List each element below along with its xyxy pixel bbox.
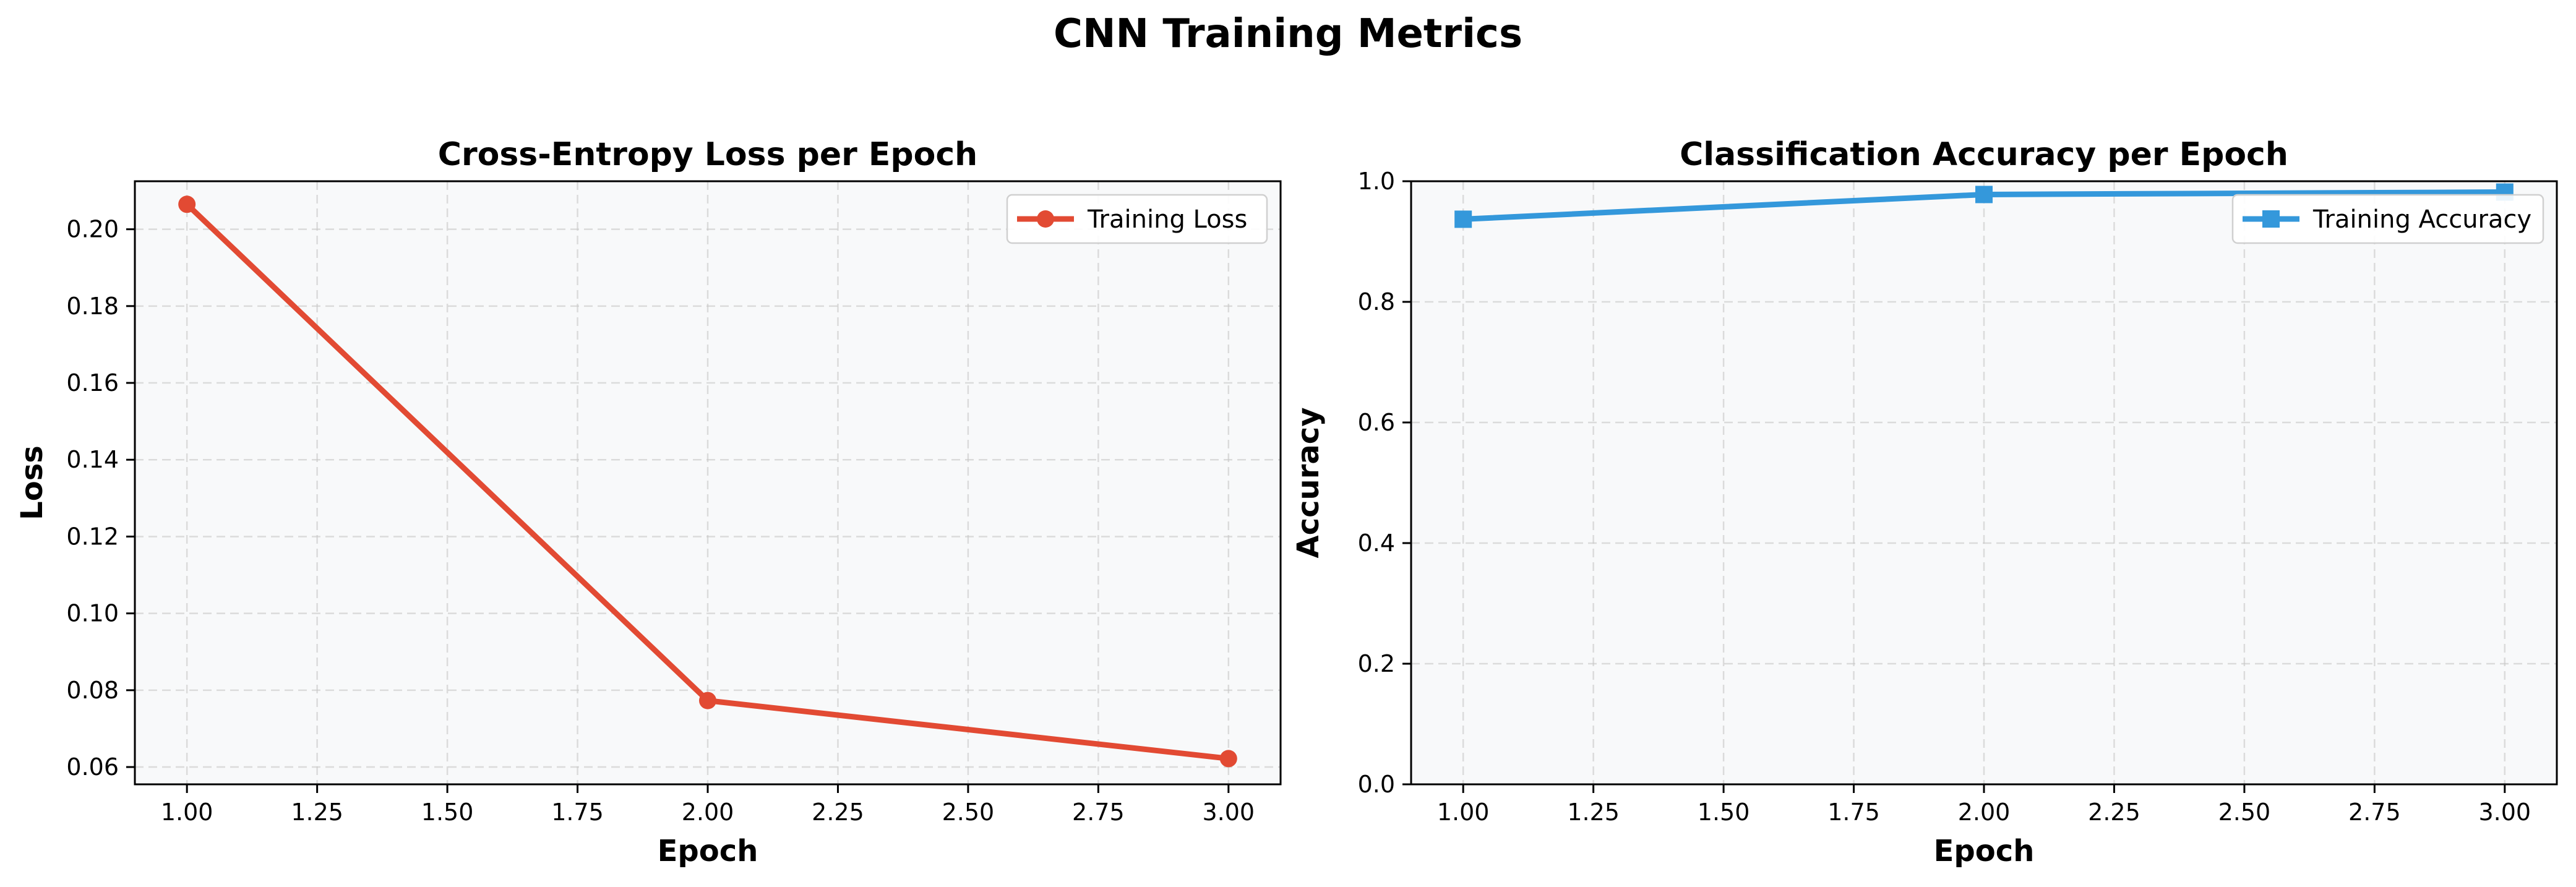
loss-y-axis-label: Loss (15, 445, 49, 520)
loss-x-tick-label: 2.00 (682, 799, 734, 826)
loss-point-0 (178, 195, 196, 213)
accuracy-chart-title: Classification Accuracy per Epoch (1680, 136, 2288, 173)
loss-y-tick-label: 0.16 (66, 369, 119, 396)
accuracy-y-tick-label: 0.0 (1358, 771, 1395, 798)
loss-y-tick-label: 0.10 (66, 600, 119, 627)
loss-y-tick-label: 0.18 (66, 293, 119, 320)
loss-x-tick-label: 1.75 (551, 799, 604, 826)
accuracy-x-tick-label: 2.50 (2218, 799, 2271, 826)
loss-x-tick-label: 3.00 (1203, 799, 1255, 826)
loss-point-1 (699, 692, 716, 709)
accuracy-point-1 (1975, 186, 1993, 204)
loss-x-tick-label: 1.00 (161, 799, 213, 826)
loss-chart-title: Cross-Entropy Loss per Epoch (438, 136, 977, 173)
accuracy-legend-box (2231, 194, 2544, 244)
accuracy-x-tick-label: 1.50 (1698, 799, 1750, 826)
loss-y-tick-label: 0.20 (66, 216, 119, 243)
loss-x-tick-label: 1.50 (421, 799, 474, 826)
loss-point-2 (1219, 750, 1237, 768)
loss-legend-marker (1037, 210, 1054, 228)
accuracy-x-axis-label: Epoch (1934, 834, 2035, 868)
accuracy-x-tick-label: 2.00 (1958, 799, 2011, 826)
accuracy-legend-marker (2262, 210, 2280, 228)
accuracy-y-axis-label: Accuracy (1291, 407, 1326, 558)
accuracy-y-tick-label: 1.0 (1358, 168, 1395, 195)
loss-x-axis-label: Epoch (658, 834, 758, 868)
loss-y-tick-label: 0.14 (66, 446, 119, 473)
loss-y-tick-label: 0.12 (66, 523, 119, 550)
accuracy-x-tick-label: 3.00 (2479, 799, 2531, 826)
accuracy-x-tick-label: 1.25 (1567, 799, 1620, 826)
accuracy-y-tick-label: 0.2 (1358, 650, 1395, 677)
loss-legend: Training Loss (1006, 194, 1268, 244)
accuracy-y-tick-label: 0.4 (1358, 529, 1395, 557)
accuracy-y-tick-label: 0.6 (1358, 409, 1395, 436)
accuracy-x-tick-label: 1.75 (1827, 799, 1880, 826)
figure-title: CNN Training Metrics (1054, 11, 1522, 57)
accuracy-x-tick-label: 2.75 (2348, 799, 2401, 826)
accuracy-legend-label: Training Accuracy (2312, 205, 2531, 234)
loss-x-tick-label: 2.50 (942, 799, 995, 826)
accuracy-x-tick-label: 1.00 (1437, 799, 1490, 826)
accuracy-x-tick-label: 2.25 (2088, 799, 2140, 826)
accuracy-y-tick-label: 0.8 (1358, 288, 1395, 315)
loss-x-tick-label: 2.75 (1072, 799, 1125, 826)
accuracy-point-0 (1454, 210, 1472, 228)
loss-y-tick-label: 0.08 (66, 677, 119, 704)
accuracy-panel: 1.00 1.25 1.50 1.75 2.00 2.25 2.50 2.75 3.00 0.0 0… (1291, 136, 2558, 868)
loss-legend-label: Training Loss (1087, 205, 1247, 234)
loss-panel: 1.00 1.25 1.50 1.75 2.00 2.25 2.50 2.75 3.00 0.06… (15, 136, 1282, 868)
loss-legend-box (1006, 194, 1268, 244)
accuracy-legend: Training Accuracy (2231, 194, 2544, 244)
loss-x-tick-label: 2.25 (812, 799, 864, 826)
loss-x-tick-label: 1.25 (291, 799, 343, 826)
loss-y-tick-label: 0.06 (66, 753, 119, 781)
